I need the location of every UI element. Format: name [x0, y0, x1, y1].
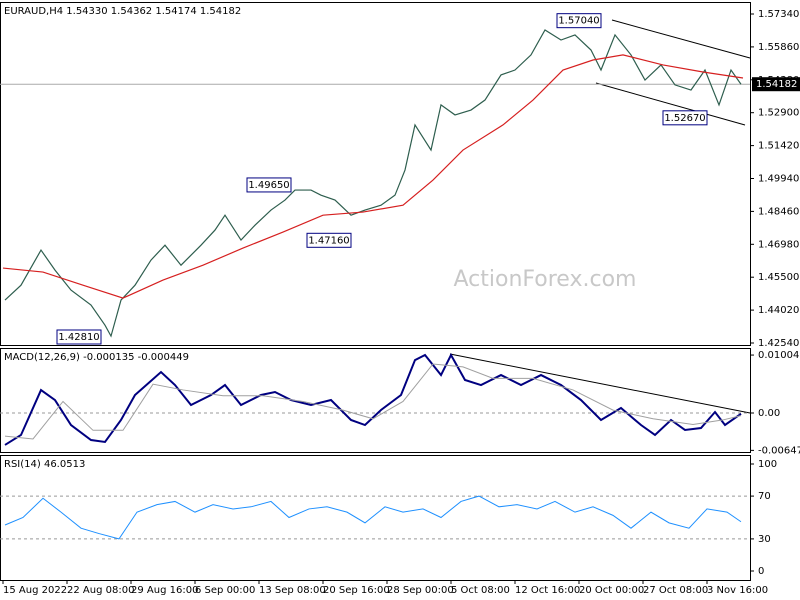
series-line: [4, 495, 742, 540]
annotation-box: [306, 232, 352, 248]
x-tick-label: 22 Aug 08:00: [67, 585, 134, 596]
annotation-label: 1.47160: [308, 235, 349, 246]
last-price-box: [752, 77, 800, 92]
last-price-label: 1.54182: [756, 79, 797, 90]
channel-upper: [611, 19, 751, 59]
y-tick-label: -0.006476: [758, 445, 800, 456]
y-tick-label: 30: [758, 534, 771, 545]
annotation-box: [56, 329, 102, 345]
series-line: [4, 352, 742, 446]
y-tick-label: 1.48460: [758, 206, 799, 217]
panel-border: [0, 2, 751, 346]
channel-lower: [595, 82, 746, 126]
y-tick-label: 1.46980: [758, 239, 799, 250]
x-tick-label: 27 Oct 08:00: [643, 585, 708, 596]
series-line: [4, 363, 742, 440]
x-tick-label: 5 Oct 08:00: [451, 585, 510, 596]
panel-border: [0, 455, 751, 581]
annotation-label: 1.42810: [58, 332, 99, 343]
annotation-box: [556, 13, 602, 29]
annotation-label: 1.52670: [664, 113, 705, 124]
macd-trendline: [449, 353, 751, 414]
annotation-box: [662, 110, 708, 126]
y-tick-label: 1.45500: [758, 272, 799, 283]
y-tick-label: 1.42540: [758, 338, 799, 349]
x-tick-label: 28 Sep 00:00: [387, 585, 454, 596]
x-tick-label: 6 Sep 00:00: [195, 585, 255, 596]
panel-border: [0, 348, 751, 453]
y-tick-label: 1.49940: [758, 174, 799, 185]
x-tick-label: 29 Aug 16:00: [131, 585, 198, 596]
y-tick-label: 0: [758, 566, 764, 577]
x-tick-label: 12 Oct 16:00: [515, 585, 580, 596]
y-tick-label: 1.51420: [758, 141, 799, 152]
series-line: [4, 29, 742, 338]
series-line: [2, 54, 744, 299]
y-tick-label: 0.010047: [758, 350, 800, 361]
y-tick-label: 70: [758, 491, 771, 502]
annotation-box: [246, 177, 292, 193]
panel-title: RSI(14) 46.0513: [4, 459, 85, 470]
y-tick-label: 0.00: [758, 408, 780, 419]
x-tick-label: 3 Nov 16:00: [707, 585, 768, 596]
x-tick-label: 20 Oct 00:00: [579, 585, 644, 596]
x-tick-label: 20 Sep 16:00: [323, 585, 390, 596]
x-tick-label: 13 Sep 08:00: [259, 585, 326, 596]
y-tick-label: 1.55860: [758, 42, 799, 53]
y-tick-label: 1.57340: [758, 9, 799, 20]
y-tick-label: 1.44020: [758, 305, 799, 316]
annotation-label: 1.49650: [248, 180, 289, 191]
x-tick-label: 15 Aug 2022: [3, 585, 67, 596]
panel-title: EURAUD,H4 1.54330 1.54362 1.54174 1.5418…: [4, 6, 241, 17]
watermark: ActionForex.com: [454, 267, 637, 292]
annotation-label: 1.57040: [558, 16, 599, 27]
y-tick-label: 100: [758, 459, 777, 470]
panel-title: MACD(12,26,9) -0.000135 -0.000449: [4, 352, 189, 363]
y-tick-label: 1.52900: [758, 108, 799, 119]
